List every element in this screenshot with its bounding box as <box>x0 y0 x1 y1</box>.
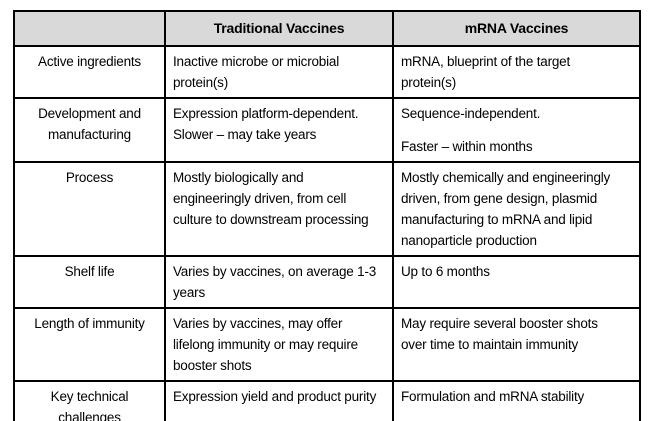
table-row-development-manufacturing: Development and manufacturing Expression… <box>13 97 641 163</box>
header-cell-traditional-vaccines: Traditional Vaccines <box>164 10 394 47</box>
cell-text: Varies by vaccines, on average 1-3 years <box>173 264 377 300</box>
cell-text: Mostly chemically and engineeringly driv… <box>401 170 611 248</box>
cell-mrna: Mostly chemically and engineeringly driv… <box>392 161 641 257</box>
table-row-length-of-immunity: Length of immunity Varies by vaccines, m… <box>13 307 641 382</box>
cell-text: Sequence-independent. <box>401 106 541 121</box>
table-row-process: Process Mostly biologically and engineer… <box>13 161 641 257</box>
cell-traditional: Inactive microbe or microbial protein(s) <box>164 45 394 99</box>
cell-text: Faster – within months <box>401 139 533 154</box>
cell-text: May require several booster shots over t… <box>401 316 598 352</box>
cell-text: Varies by vaccines, may offer lifelong i… <box>173 316 358 373</box>
cell-text: Mostly biologically and engineeringly dr… <box>173 170 369 227</box>
cell-mrna: Formulation and mRNA stability <box>392 380 641 421</box>
cell-mrna: Up to 6 months <box>392 255 641 309</box>
vaccine-comparison-table: Traditional Vaccines mRNA Vaccines Activ… <box>13 10 641 421</box>
cell-traditional: Expression platform-dependent. Slower – … <box>164 97 394 163</box>
table-row-key-technical-challenges: Key technical challenges Expression yiel… <box>13 380 641 421</box>
row-label: Shelf life <box>13 255 166 309</box>
cell-text: Inactive microbe or microbial protein(s) <box>173 54 340 90</box>
cell-text: Expression platform-dependent. Slower – … <box>173 106 359 142</box>
table-header-row: Traditional Vaccines mRNA Vaccines <box>13 10 641 47</box>
table-row-active-ingredients: Active ingredients Inactive microbe or m… <box>13 45 641 99</box>
cell-traditional: Varies by vaccines, may offer lifelong i… <box>164 307 394 382</box>
table-row-shelf-life: Shelf life Varies by vaccines, on averag… <box>13 255 641 309</box>
header-cell-mrna-vaccines: mRNA Vaccines <box>392 10 641 47</box>
row-label: Process <box>13 161 166 257</box>
cell-mrna: Sequence-independent. Faster – within mo… <box>392 97 641 163</box>
cell-mrna: May require several booster shots over t… <box>392 307 641 382</box>
cell-mrna: mRNA, blueprint of the target protein(s) <box>392 45 641 99</box>
cell-text: Up to 6 months <box>401 264 490 279</box>
header-cell-empty <box>13 10 166 47</box>
cell-text: mRNA, blueprint of the target protein(s) <box>401 54 571 90</box>
row-label: Key technical challenges <box>13 380 166 421</box>
cell-text: Formulation and mRNA stability <box>401 389 585 404</box>
cell-traditional: Mostly biologically and engineeringly dr… <box>164 161 394 257</box>
row-label: Development and manufacturing <box>13 97 166 163</box>
cell-text: Expression yield and product purity <box>173 389 377 404</box>
row-label: Active ingredients <box>13 45 166 99</box>
row-label: Length of immunity <box>13 307 166 382</box>
cell-traditional: Varies by vaccines, on average 1-3 years <box>164 255 394 309</box>
cell-traditional: Expression yield and product purity <box>164 380 394 421</box>
